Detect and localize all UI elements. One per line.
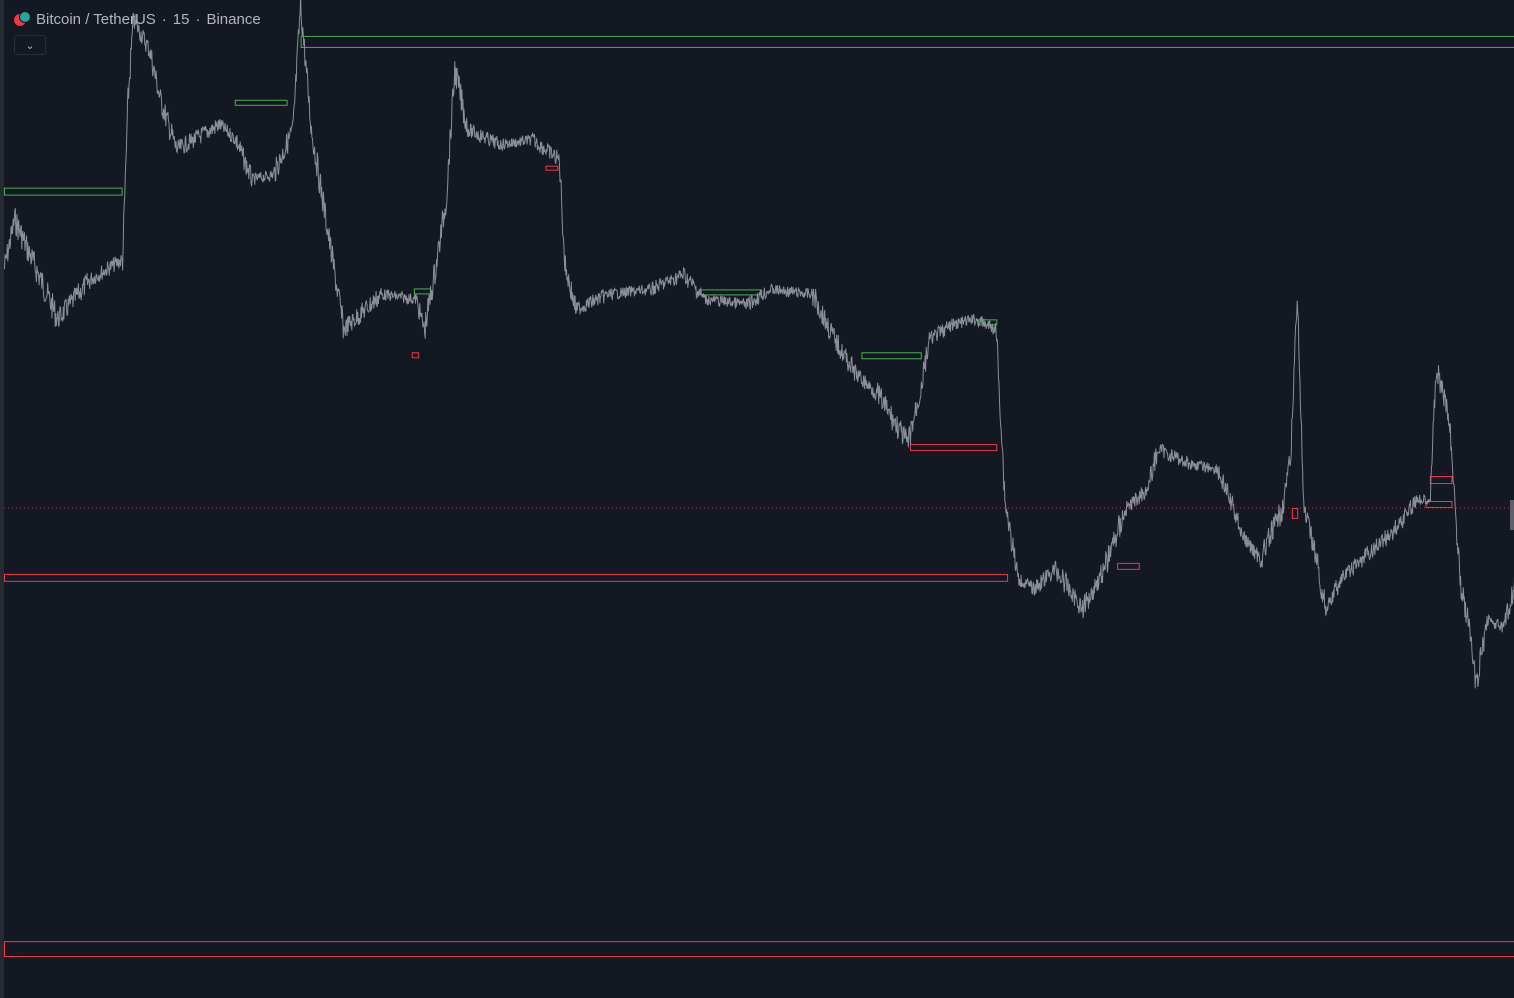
zones-layer [4, 35, 1514, 958]
bullish-zone-0 [4, 187, 123, 196]
chart-legend[interactable]: Bitcoin / TetherUS · 15 · Binance [14, 8, 261, 30]
btc-usdt-logo-icon [14, 11, 31, 27]
bullish-zone-1 [300, 35, 1514, 48]
legend-separator: · [195, 10, 201, 28]
bullish-zone-3 [413, 288, 432, 295]
bearish-zone-15 [4, 941, 1514, 958]
chevron-down-icon: ⌄ [25, 38, 35, 52]
legend-symbol: Bitcoin / TetherUS [36, 10, 156, 28]
bearish-zone-10 [4, 573, 1009, 582]
bearish-zone-12 [1291, 507, 1299, 519]
bullish-zone-4 [699, 289, 763, 296]
bearish-zone-13 [1429, 476, 1453, 485]
bearish-zone-7 [411, 352, 420, 359]
price-chart-plot[interactable] [4, 0, 1514, 998]
legend-exchange: Binance [206, 10, 261, 28]
price-series-line [4, 0, 1514, 689]
bullish-zone-2 [234, 99, 288, 106]
bearish-zone-11 [1117, 562, 1140, 570]
bearish-zone-14 [1425, 500, 1453, 508]
legend-separator: · [161, 10, 167, 28]
legend-interval: 15 [172, 10, 190, 28]
legend-collapse-button[interactable]: ⌄ [14, 35, 46, 55]
bearish-zone-8 [545, 165, 559, 171]
price-scale-handle[interactable] [1510, 500, 1514, 530]
bullish-zone-5 [861, 352, 922, 360]
bearish-zone-9 [910, 444, 998, 452]
